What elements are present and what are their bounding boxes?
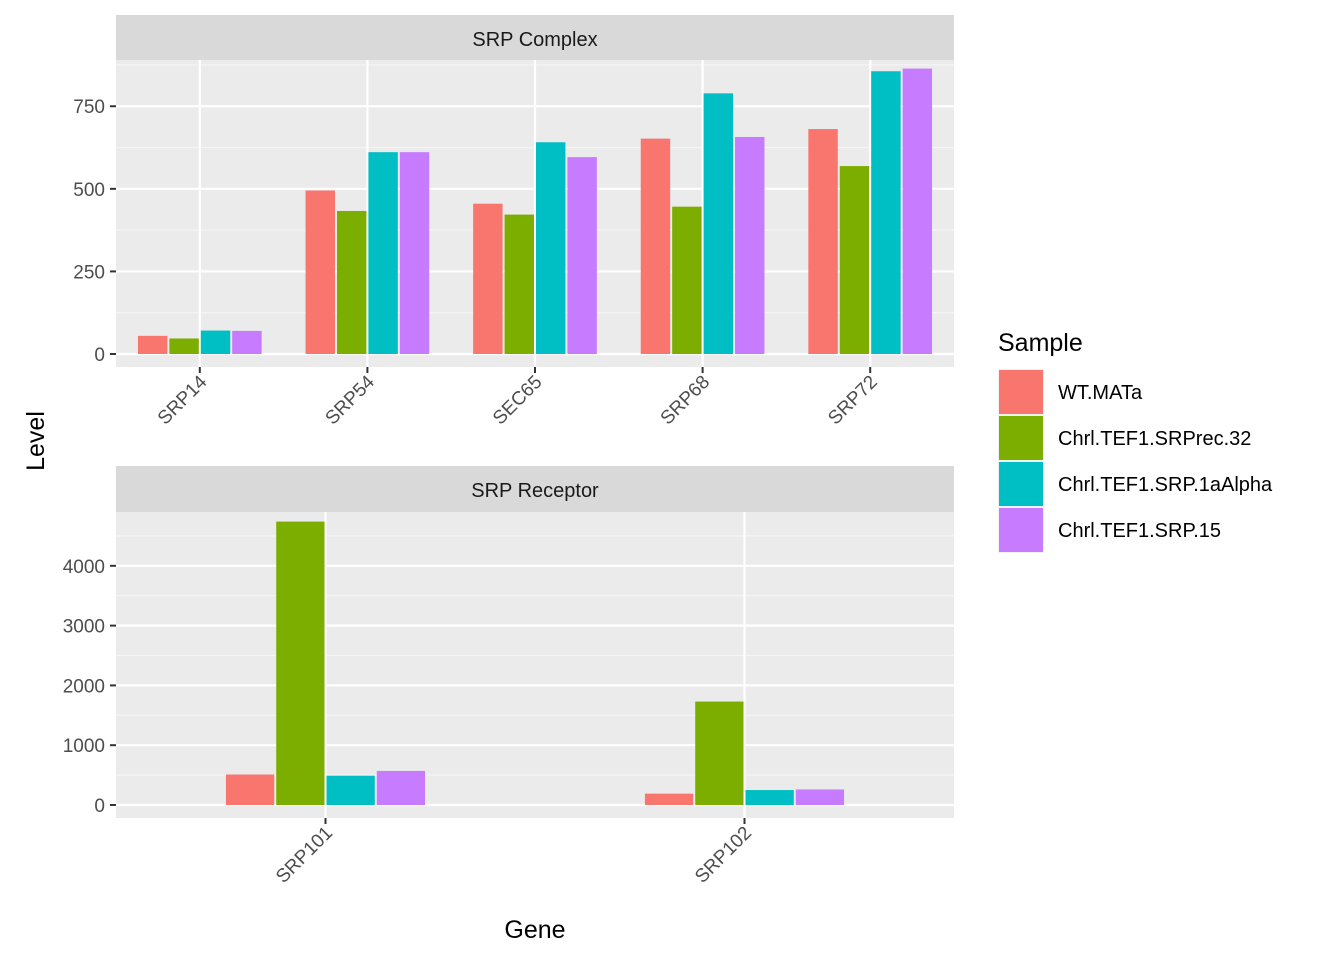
y-tick-label: 4000 (63, 557, 105, 578)
bar-srp72-chrl-tef1-srp-1aalpha (871, 71, 901, 355)
gridlines (116, 512, 954, 818)
x-tick-label-srp14: SRP14 (154, 371, 212, 429)
y-tick-label: 0 (94, 796, 105, 817)
y-axis-ticks: 0 250 500 750 (73, 97, 116, 366)
strip-title-srp-receptor: SRP Receptor (471, 480, 599, 502)
y-tick-label: 2000 (63, 676, 105, 697)
bar-srp68-chrl-tef1-srp-15 (735, 136, 765, 354)
bar-srp101-wt-mata (225, 774, 275, 805)
bar-srp14-wt-mata (137, 335, 168, 354)
y-tick-label: 0 (94, 345, 105, 366)
y-tick-label: 3000 (63, 617, 105, 638)
bar-srp101-chrl-tef1-srp-1aalpha (326, 775, 375, 805)
strip-background (116, 15, 954, 60)
x-tick-label-srp72: SRP72 (824, 372, 881, 429)
bar-srp102-chrl-tef1-srp-1aalpha (745, 790, 794, 805)
bar-srp14-chrl-tef1-srp-15 (232, 330, 262, 354)
bars (225, 521, 845, 805)
bars (137, 68, 933, 355)
bar-srp54-chrl-tef1-srp-15 (399, 152, 430, 354)
bar-srp68-chrl-tef1-srprec-32 (672, 206, 702, 354)
x-axis-ticks: SRP101 SRP102 (272, 818, 756, 888)
legend-swatch-chrl-tef1-srprec-32 (999, 416, 1043, 460)
x-tick-label-srp101: SRP101 (272, 823, 337, 888)
bar-srp14-chrl-tef1-srprec-32 (169, 338, 199, 354)
legend-title: Sample (998, 329, 1083, 357)
legend-swatch-chrl-tef1-srp-15 (999, 508, 1043, 552)
x-axis-title: Gene (504, 916, 565, 944)
bar-srp72-wt-mata (808, 129, 838, 354)
bar-srp102-chrl-tef1-srprec-32 (695, 701, 744, 805)
bar-srp68-wt-mata (640, 138, 671, 354)
legend-label-chrl-tef1-srp-15: Chrl.TEF1.SRP.15 (1058, 520, 1221, 542)
y-axis-ticks: 0 1000 2000 3000 4000 (63, 557, 116, 817)
bar-srp14-chrl-tef1-srp-1aalpha (200, 330, 231, 354)
y-tick-label: 750 (73, 97, 105, 118)
plot-background (116, 512, 954, 818)
bar-srp72-chrl-tef1-srp-15 (902, 68, 933, 355)
x-tick-label-srp68: SRP68 (657, 372, 714, 429)
bar-srp101-chrl-tef1-srp-15 (376, 770, 426, 805)
y-tick-label: 250 (73, 262, 105, 283)
bar-sec65-chrl-tef1-srp-1aalpha (536, 142, 566, 354)
y-axis-title: Level (22, 411, 50, 471)
x-tick-label-srp54: SRP54 (322, 371, 380, 429)
strip-title-srp-complex: SRP Complex (472, 29, 597, 51)
bar-srp54-chrl-tef1-srprec-32 (336, 210, 367, 354)
bar-srp102-wt-mata (644, 793, 694, 805)
x-axis-ticks: SRP14 SRP54 SEC65 SRP68 SRP72 (154, 367, 882, 429)
legend-label-chrl-tef1-srprec-32: Chrl.TEF1.SRPrec.32 (1058, 428, 1251, 450)
y-tick-label: 500 (73, 180, 105, 201)
bar-srp72-chrl-tef1-srprec-32 (839, 166, 870, 354)
x-tick-label-sec65: SEC65 (489, 372, 546, 429)
x-tick-label-srp102: SRP102 (691, 823, 756, 888)
y-tick-label: 1000 (63, 736, 105, 757)
legend-label-chrl-tef1-srp-1aalpha: Chrl.TEF1.SRP.1aAlpha (1058, 474, 1273, 496)
legend-swatch-chrl-tef1-srp-1aalpha (999, 462, 1043, 506)
legend: Sample WT.MATa Chrl.TEF1.SRPrec.32 Chrl.TE… (998, 329, 1273, 553)
legend-swatch-wt-mata (999, 370, 1043, 414)
bar-srp68-chrl-tef1-srp-1aalpha (703, 93, 734, 354)
bar-sec65-chrl-tef1-srp-15 (567, 157, 597, 354)
legend-items: WT.MATa Chrl.TEF1.SRPrec.32 Chrl.TEF1.SRP.… (998, 369, 1273, 553)
legend-label-wt-mata: WT.MATa (1058, 382, 1143, 404)
strip-background (116, 466, 954, 512)
bar-sec65-wt-mata (473, 203, 503, 354)
bar-sec65-chrl-tef1-srprec-32 (504, 214, 534, 354)
bar-srp101-chrl-tef1-srprec-32 (276, 521, 325, 805)
bar-srp54-chrl-tef1-srp-1aalpha (368, 152, 398, 354)
bar-srp54-wt-mata (305, 190, 335, 354)
bar-srp102-chrl-tef1-srp-15 (795, 789, 845, 805)
